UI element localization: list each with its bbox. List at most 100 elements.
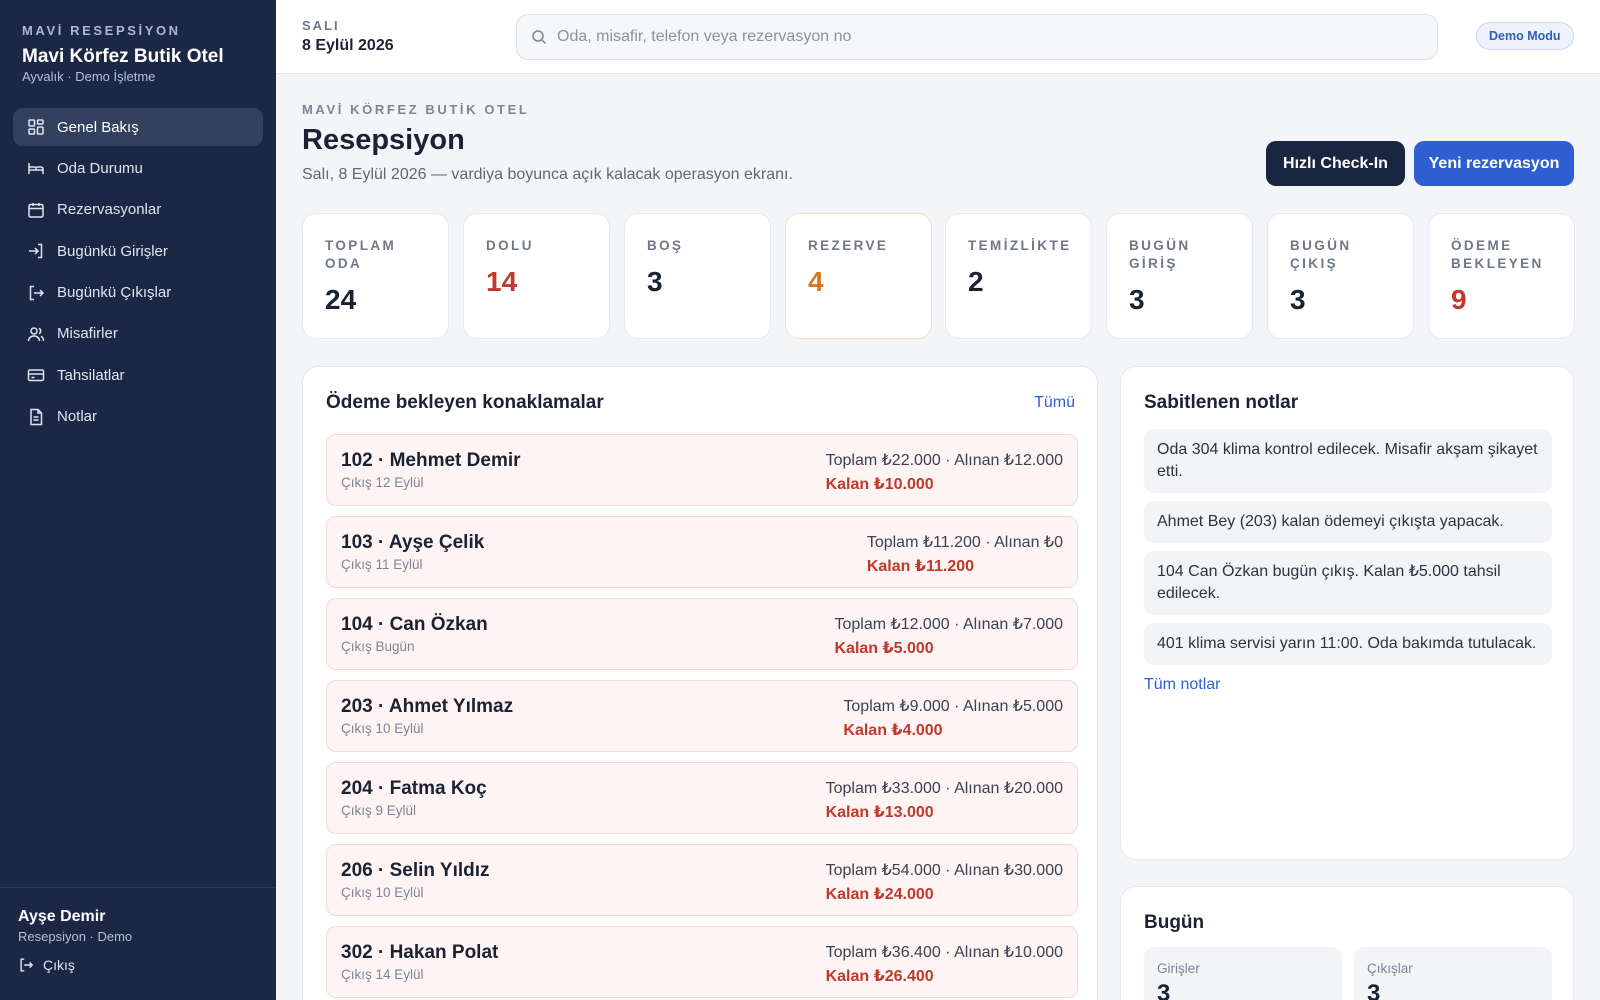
payment-totals: Toplam ₺33.000 · Alınan ₺20.000 bbox=[825, 780, 1063, 797]
note-item[interactable]: 104 Can Özkan bugün çıkış. Kalan ₺5.000 … bbox=[1144, 551, 1552, 615]
payment-remaining: Kalan ₺4.000 bbox=[843, 722, 943, 739]
payment-row[interactable]: 104 · Can Özkan Çıkış Bugün Toplam ₺12.0… bbox=[326, 598, 1078, 670]
note-item[interactable]: 401 klima servisi yarın 11:00. Oda bakım… bbox=[1144, 623, 1552, 665]
bed-icon bbox=[28, 163, 44, 175]
day-label: SALI bbox=[302, 18, 340, 33]
login-icon bbox=[29, 243, 43, 259]
sidebar-item-notlar[interactable]: Notlar bbox=[13, 398, 263, 436]
logout-button[interactable]: Çıkış bbox=[18, 957, 75, 973]
checkout-date: Çıkış 10 Eylül bbox=[341, 885, 424, 900]
payment-totals: Toplam ₺11.200 · Alınan ₺0 bbox=[866, 534, 1063, 551]
stat-value: 9 bbox=[1451, 284, 1467, 315]
stat-value: 4 bbox=[808, 266, 824, 297]
hotel-subtitle: Ayvalık · Demo İşletme bbox=[22, 69, 156, 84]
stat-label: REZERVE bbox=[808, 238, 889, 253]
payment-row[interactable]: 102 · Mehmet Demir Çıkış 12 Eylül Toplam… bbox=[326, 434, 1078, 506]
stat-card-vacant: BOŞ 3 bbox=[624, 213, 771, 339]
payment-remaining: Kalan ₺24.000 bbox=[825, 886, 934, 903]
panel-title: Sabitlenen notlar bbox=[1144, 392, 1299, 413]
search-bar[interactable] bbox=[516, 14, 1438, 60]
current-date: 8 Eylül 2026 bbox=[302, 37, 394, 54]
stat-card-total-rooms: TOPLAM ODA 24 bbox=[302, 213, 449, 339]
stat-value: 3 bbox=[1129, 284, 1145, 315]
sidebar-item-label: Oda Durumu bbox=[57, 159, 143, 177]
payment-remaining: Kalan ₺10.000 bbox=[825, 476, 934, 493]
stat-value: 3 bbox=[647, 266, 663, 297]
logout-icon bbox=[20, 958, 34, 972]
document-icon bbox=[30, 408, 43, 425]
checkout-date: Çıkış 11 Eylül bbox=[341, 557, 423, 572]
sidebar-item-label: Bugünkü Girişler bbox=[57, 242, 168, 260]
page-description: Salı, 8 Eylül 2026 — vardiya boyunca açı… bbox=[302, 166, 793, 183]
today-checkins[interactable]: Girişler 3 bbox=[1144, 947, 1342, 1000]
guest-name: 206 · Selin Yıldız bbox=[341, 860, 490, 881]
pinned-notes-panel: Sabitlenen notlar Oda 304 klima kontrol … bbox=[1120, 366, 1574, 860]
all-notes-link[interactable]: Tüm notlar bbox=[1144, 676, 1221, 693]
payment-totals: Toplam ₺36.400 · Alınan ₺10.000 bbox=[825, 944, 1063, 961]
stat-label: TEMİZLİKTE bbox=[968, 238, 1072, 253]
stat-card-reserved: REZERVE 4 bbox=[785, 213, 932, 339]
payment-row[interactable]: 204 · Fatma Koç Çıkış 9 Eylül Toplam ₺33… bbox=[326, 762, 1078, 834]
payment-remaining: Kalan ₺5.000 bbox=[834, 640, 934, 657]
guest-name: 103 · Ayşe Çelik bbox=[341, 532, 485, 553]
stat-card-today-checkin: BUGÜN GİRİŞ 3 bbox=[1106, 213, 1253, 339]
payment-remaining: Kalan ₺11.200 bbox=[866, 558, 975, 575]
note-item[interactable]: Ahmet Bey (203) kalan ödemeyi çıkışta ya… bbox=[1144, 501, 1552, 543]
stat-card-occupied: DOLU 14 bbox=[463, 213, 610, 339]
payment-totals: Toplam ₺22.000 · Alınan ₺12.000 bbox=[825, 452, 1063, 469]
sidebar-item-bugunku-cikislar[interactable]: Bugünkü Çıkışlar bbox=[13, 274, 263, 312]
note-item[interactable]: Oda 304 klima kontrol edilecek. Misafir … bbox=[1144, 429, 1552, 493]
sidebar: MAVİ RESEPSİYON Mavi Körfez Butik Otel A… bbox=[0, 0, 276, 1000]
today-panel: Bugün Girişler 3 Çıkışlar 3 bbox=[1120, 886, 1574, 1000]
stat-card-cleaning: TEMİZLİKTE 2 bbox=[945, 213, 1092, 339]
payment-remaining: Kalan ₺26.400 bbox=[825, 968, 934, 985]
payment-row[interactable]: 203 · Ahmet Yılmaz Çıkış 10 Eylül Toplam… bbox=[326, 680, 1078, 752]
sidebar-item-tahsilatlar[interactable]: Tahsilatlar bbox=[13, 356, 263, 394]
checkout-date: Çıkış 9 Eylül bbox=[341, 803, 417, 818]
stat-label: DOLU bbox=[486, 238, 534, 253]
payment-totals: Toplam ₺12.000 · Alınan ₺7.000 bbox=[834, 616, 1063, 633]
sidebar-item-label: Bugünkü Çıkışlar bbox=[57, 284, 172, 302]
sidebar-item-misafirler[interactable]: Misafirler bbox=[13, 315, 263, 353]
payment-row[interactable]: 206 · Selin Yıldız Çıkış 10 Eylül Toplam… bbox=[326, 844, 1078, 916]
checkout-date: Çıkış 14 Eylül bbox=[341, 967, 424, 982]
new-reservation-button[interactable]: Yeni rezervasyon bbox=[1414, 141, 1574, 186]
stat-label: BUGÜN GİRİŞ bbox=[1129, 238, 1191, 271]
sidebar-item-label: Misafirler bbox=[57, 325, 118, 343]
guest-name: 302 · Hakan Polat bbox=[341, 942, 499, 963]
card-icon bbox=[27, 369, 45, 382]
stat-value: 2 bbox=[968, 266, 984, 297]
payment-row[interactable]: 103 · Ayşe Çelik Çıkış 11 Eylül Toplam ₺… bbox=[326, 516, 1078, 588]
search-icon bbox=[532, 30, 547, 45]
quick-checkin-button[interactable]: Hızlı Check-In bbox=[1266, 141, 1405, 186]
sidebar-item-label: Rezervasyonlar bbox=[57, 201, 162, 219]
stat-value: 24 bbox=[325, 284, 357, 315]
sidebar-item-bugunku-girisler[interactable]: Bugünkü Girişler bbox=[13, 232, 263, 270]
sidebar-item-label: Notlar bbox=[57, 408, 98, 426]
sidebar-item-rezervasyonlar[interactable]: Rezervasyonlar bbox=[13, 191, 263, 229]
page-title: Resepsiyon bbox=[302, 124, 465, 156]
sidebar-item-genel-bakis[interactable]: Genel Bakış bbox=[13, 108, 263, 146]
today-checkouts-value: 3 bbox=[1367, 980, 1381, 1000]
all-payments-link[interactable]: Tümü bbox=[1034, 394, 1075, 411]
stat-label: TOPLAM ODA bbox=[325, 238, 397, 271]
demo-mode-badge: Demo Modu bbox=[1476, 22, 1574, 50]
user-name: Ayşe Demir bbox=[18, 908, 106, 925]
search-input[interactable] bbox=[557, 28, 1417, 46]
hotel-kicker: MAVİ KÖRFEZ BUTİK OTEL bbox=[302, 102, 530, 117]
logout-icon bbox=[29, 285, 45, 300]
today-checkins-value: 3 bbox=[1157, 980, 1171, 1000]
panel-title: Ödeme bekleyen konaklamalar bbox=[326, 392, 604, 413]
sidebar-nav: Genel Bakış Oda Durumu Rezervasyonlar Bu… bbox=[13, 108, 263, 439]
sidebar-divider bbox=[0, 887, 276, 888]
guest-name: 204 · Fatma Koç bbox=[341, 778, 487, 799]
stat-label: BOŞ bbox=[647, 238, 684, 253]
grid-icon bbox=[28, 119, 44, 135]
sidebar-item-label: Tahsilatlar bbox=[57, 366, 125, 384]
sidebar-item-oda-durumu[interactable]: Oda Durumu bbox=[13, 149, 263, 187]
guest-name: 102 · Mehmet Demir bbox=[341, 450, 521, 471]
payment-row[interactable]: 302 · Hakan Polat Çıkış 14 Eylül Toplam … bbox=[326, 926, 1078, 998]
checkout-date: Çıkış 12 Eylül bbox=[341, 475, 424, 490]
today-checkouts[interactable]: Çıkışlar 3 bbox=[1354, 947, 1552, 1000]
panel-title: Bugün bbox=[1144, 912, 1205, 933]
